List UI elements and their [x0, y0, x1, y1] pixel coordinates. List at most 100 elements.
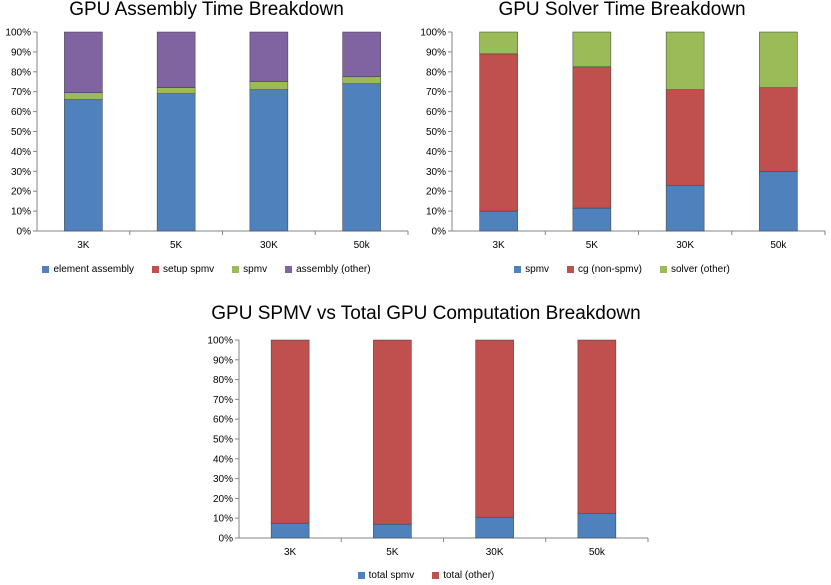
y-tick-label: 50% — [213, 435, 233, 446]
y-tick-label: 20% — [11, 187, 31, 198]
bar-segment-solver-other — [572, 31, 612, 68]
legend-item: spmv — [232, 264, 267, 275]
bar-segment-solver-other — [759, 31, 798, 88]
legend-item: total (other) — [432, 570, 494, 581]
y-tick-label: 90% — [213, 355, 233, 366]
bar-segment-assembly-other — [64, 31, 103, 93]
bar-segment-total-spmv — [373, 523, 412, 539]
x-tick-label: 30K — [676, 240, 694, 251]
y-tick-label: 30% — [213, 474, 233, 485]
y-tick-label: 40% — [426, 147, 446, 158]
legend-item: solver (other) — [659, 264, 730, 275]
legend-swatch — [152, 266, 160, 273]
y-tick-label: 30% — [11, 167, 31, 178]
chart-title: GPU SPMV vs Total GPU Computation Breakd… — [211, 303, 641, 324]
x-tick-label: 3K — [493, 240, 506, 251]
assembly-chart-plot: 0% 10% 20% 30% 40% 50% 60% 70% 80% 90% 100% 3K 5K 30K… — [5, 28, 409, 251]
solver-chart-plot: 0% 10% 20% 30% 40% 50% 60% 70% 80% 90% 100% 3K 5K 30K… — [420, 28, 826, 251]
bar-segment-total-other — [577, 339, 617, 514]
bar-segment-spmv — [156, 87, 196, 94]
legend-item: spmv — [514, 264, 549, 275]
y-tick-label: 60% — [426, 107, 446, 118]
x-tick-label: 50k — [770, 240, 787, 251]
legend-label: element assembly — [53, 264, 135, 275]
bar-segment-spmv — [64, 92, 103, 100]
x-tick-label: 30K — [260, 240, 278, 251]
y-tick-label: 30% — [426, 167, 446, 178]
chart-legend: spmv cg (non-spmv) solver (other) — [413, 264, 831, 275]
bar-segment-element-assembly — [249, 89, 289, 232]
bar-segment-total-other — [270, 339, 310, 524]
spmv-total-chart-plot: 0% 10% 20% 30% 40% 50% 60% 70% 80% 90% 100% 3K 5K 30K… — [207, 336, 649, 558]
legend-item: assembly (other) — [285, 264, 371, 275]
x-tick-label: 3K — [284, 547, 297, 558]
y-tick-label: 100% — [207, 336, 233, 347]
bar-segment-cg-non-spmv — [479, 53, 518, 212]
solver-chart-panel: GPU Solver Time Breakdown 0% 10% 20% 30% 40%… — [413, 0, 831, 285]
y-tick-label: 20% — [213, 494, 233, 505]
legend-label: total (other) — [443, 570, 495, 581]
y-tick-label: 10% — [426, 207, 446, 218]
y-tick-label: 90% — [426, 47, 446, 58]
chart-legend: element assembly setup spmv spmv assembly (… — [0, 264, 413, 275]
y-tick-label: 60% — [213, 415, 233, 426]
legend-swatch — [285, 266, 293, 273]
y-tick-label: 40% — [11, 147, 31, 158]
y-tick-label: 50% — [426, 127, 446, 138]
bar-segment-spmv — [249, 81, 289, 90]
legend-swatch — [432, 572, 440, 579]
x-tick-label: 5K — [586, 240, 599, 251]
chart-title: GPU Assembly Time Breakdown — [69, 0, 344, 20]
y-tick-label: 100% — [5, 28, 31, 39]
y-tick-label: 50% — [11, 127, 31, 138]
y-tick-label: 70% — [426, 87, 446, 98]
x-tick-label: 50k — [589, 547, 606, 558]
y-tick-label: 80% — [11, 67, 31, 78]
legend-swatch — [232, 266, 240, 273]
legend-label: solver (other) — [670, 264, 730, 275]
legend-item: setup spmv — [152, 264, 214, 275]
y-tick-label: 70% — [11, 87, 31, 98]
bar-segment-spmv — [759, 171, 798, 232]
y-tick-label: 80% — [426, 67, 446, 78]
bar-segment-element-assembly — [64, 99, 103, 232]
bar-segment-assembly-other — [249, 31, 289, 82]
legend-label: assembly (other) — [296, 264, 371, 275]
assembly-chart-panel: GPU Assembly Time Breakdown 0% 10% 20% 30% 4… — [0, 0, 413, 285]
legend-label: setup spmv — [163, 264, 215, 275]
y-tick-label: 10% — [11, 207, 31, 218]
bar-segment-spmv — [665, 184, 705, 232]
y-tick-label: 10% — [213, 514, 233, 525]
bar-segment-cg-non-spmv — [665, 89, 705, 186]
legend-swatch — [659, 266, 667, 273]
y-tick-label: 0% — [432, 227, 447, 238]
x-tick-label: 50k — [354, 240, 371, 251]
y-tick-label: 20% — [426, 187, 446, 198]
bar-segment-assembly-other — [156, 31, 196, 88]
y-tick-label: 100% — [420, 28, 446, 39]
bar-segment-total-other — [475, 339, 514, 518]
legend-label: cg (non-spmv) — [578, 264, 642, 275]
bar-segment-cg-non-spmv — [572, 66, 612, 209]
x-tick-label: 30K — [486, 547, 504, 558]
y-tick-label: 70% — [213, 395, 233, 406]
y-tick-label: 0% — [219, 534, 234, 545]
bar-segment-solver-other — [665, 31, 705, 90]
legend-swatch — [567, 266, 575, 273]
y-tick-label: 0% — [17, 227, 32, 238]
legend-item: total spmv — [357, 570, 414, 581]
bar-segment-element-assembly — [342, 83, 381, 232]
bar-segment-spmv — [572, 207, 612, 232]
legend-label: spmv — [243, 264, 268, 275]
legend-item: element assembly — [42, 264, 134, 275]
bar-segment-element-assembly — [156, 93, 196, 232]
bar-segment-solver-other — [479, 31, 518, 55]
chart-title: GPU Solver Time Breakdown — [498, 0, 746, 20]
legend-swatch — [514, 266, 522, 273]
y-tick-label: 60% — [11, 107, 31, 118]
bar-segment-total-spmv — [270, 522, 310, 539]
bar-segment-total-spmv — [475, 516, 514, 539]
y-tick-label: 40% — [213, 454, 233, 465]
bar-segment-assembly-other — [342, 31, 381, 78]
x-tick-label: 3K — [77, 240, 90, 251]
